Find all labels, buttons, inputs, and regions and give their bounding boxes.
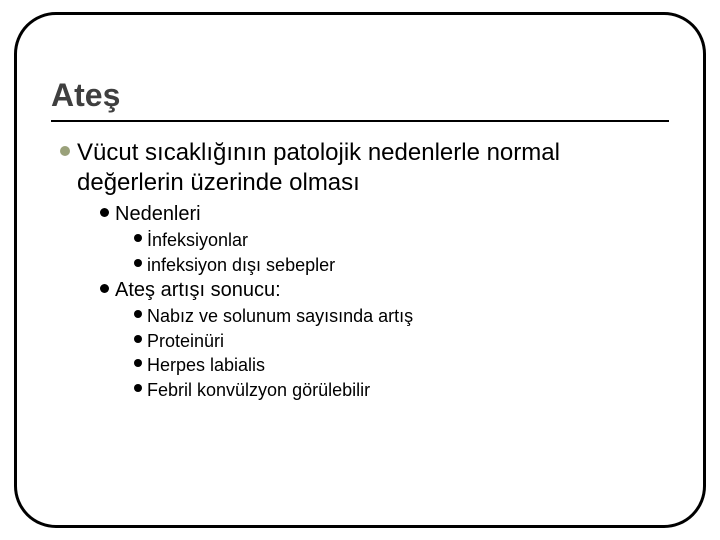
bullet-lvl2-icon <box>93 208 115 217</box>
title-rule <box>51 120 669 122</box>
list-item: Herpes labialis <box>129 354 669 377</box>
list-item: Ateş artışı sonucu: <box>93 278 669 303</box>
list-item: infeksiyon dışı sebepler <box>129 254 669 277</box>
list-item: Vücut sıcaklığının patolojik nedenlerle … <box>53 138 669 198</box>
list-item-text: Proteinüri <box>147 330 224 353</box>
list-item-text: Nedenleri <box>115 202 201 227</box>
list-lvl3: İnfeksiyonlar infeksiyon dışı sebepler <box>129 229 669 276</box>
list-item: Febril konvülzyon görülebilir <box>129 379 669 402</box>
list-item: İnfeksiyonlar <box>129 229 669 252</box>
list-item-text: Vücut sıcaklığının patolojik nedenlerle … <box>77 138 669 198</box>
list-item-text: Herpes labialis <box>147 354 265 377</box>
list-lvl3: Nabız ve solunum sayısında artış Protein… <box>129 305 669 401</box>
list-item-text: Ateş artışı sonucu: <box>115 278 281 303</box>
list-item: Nedenleri <box>93 202 669 227</box>
slide-body: Vücut sıcaklığının patolojik nedenlerle … <box>51 138 669 401</box>
list-item-text: infeksiyon dışı sebepler <box>147 254 335 277</box>
bullet-lvl3-icon <box>129 384 147 392</box>
list-item: Nabız ve solunum sayısında artış <box>129 305 669 328</box>
list-item-text: İnfeksiyonlar <box>147 229 248 252</box>
bullet-lvl3-icon <box>129 259 147 267</box>
bullet-lvl3-icon <box>129 359 147 367</box>
bullet-lvl2-icon <box>93 284 115 293</box>
slide-title: Ateş <box>51 77 669 114</box>
bullet-lvl3-icon <box>129 234 147 242</box>
list-item-text: Nabız ve solunum sayısında artış <box>147 305 413 328</box>
slide-frame: Ateş Vücut sıcaklığının patolojik nedenl… <box>14 12 706 528</box>
bullet-lvl3-icon <box>129 335 147 343</box>
slide: Ateş Vücut sıcaklığının patolojik nedenl… <box>0 0 720 540</box>
title-block: Ateş <box>51 77 669 122</box>
list-item-text: Febril konvülzyon görülebilir <box>147 379 370 402</box>
list-lvl2: Nedenleri İnfeksiyonlar infeksiyon dışı … <box>93 202 669 401</box>
list-item: Proteinüri <box>129 330 669 353</box>
bullet-lvl1-icon <box>53 146 77 156</box>
bullet-lvl3-icon <box>129 310 147 318</box>
